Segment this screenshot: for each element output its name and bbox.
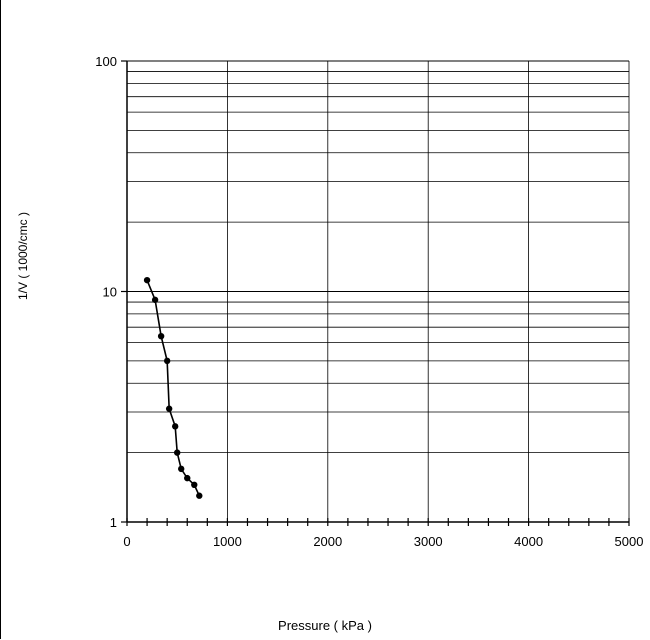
tick-labels: 0 1000 2000 3000 4000 5000 1 10 100	[95, 54, 643, 549]
x-tick-label: 4000	[514, 534, 543, 549]
data-point	[184, 474, 191, 482]
axes	[121, 60, 630, 526]
data-point	[151, 296, 159, 304]
x-tick-label: 5000	[615, 534, 644, 549]
series-line	[146, 279, 201, 497]
y-tick-label: 10	[103, 285, 117, 300]
y-axis-label: 1/V ( 1000/cmc )	[16, 212, 30, 301]
data-point	[196, 492, 203, 499]
data-point	[143, 276, 151, 284]
x-tick-label: 1000	[213, 534, 242, 549]
data-point	[157, 332, 165, 340]
data-point	[178, 465, 185, 473]
x-tick-label: 0	[123, 534, 130, 549]
series-group	[143, 276, 203, 499]
data-point	[174, 449, 181, 456]
data-point	[191, 481, 198, 489]
x-tick-label: 3000	[414, 534, 443, 549]
y-tick-label: 100	[95, 54, 117, 69]
data-point	[163, 357, 171, 365]
x-axis-label: Pressure ( kPa )	[278, 618, 372, 633]
data-point	[165, 405, 173, 412]
x-tick-label: 2000	[313, 534, 342, 549]
data-point	[171, 423, 179, 430]
grid	[126, 60, 630, 523]
y-tick-label: 1	[110, 515, 117, 530]
